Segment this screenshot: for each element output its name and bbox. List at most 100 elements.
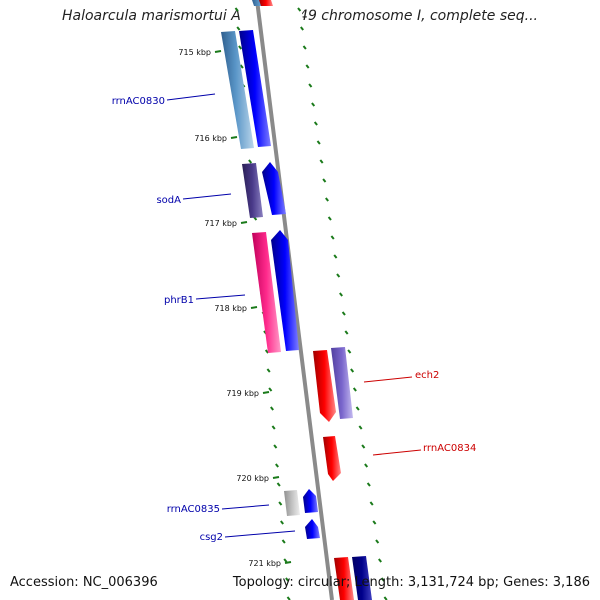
gene-phrB1-inner[interactable]: [271, 230, 299, 351]
gene-bottom-red[interactable]: [334, 557, 354, 600]
outer-ring-dot: [302, 45, 307, 50]
outer-ring-dot: [300, 26, 304, 31]
gene-label[interactable]: csg2: [200, 532, 223, 543]
gene-labels: rrnAC0830 sodA phrB1 ech2 rrnAC0834 rrnA…: [112, 96, 477, 543]
gene-rrnAC0835-outer[interactable]: [284, 490, 300, 516]
outer-ring-dot: [311, 102, 316, 107]
inner-ring-dot: [239, 64, 244, 69]
tick-label: 720 kbp: [236, 474, 269, 483]
gene-bottom-navy[interactable]: [352, 556, 372, 600]
gene-label[interactable]: rrnAC0834: [423, 443, 476, 454]
outer-ring-dot: [305, 64, 310, 69]
outer-ring-dot: [347, 349, 352, 354]
inner-ring-dot: [248, 159, 253, 164]
outer-ring-dot: [358, 425, 363, 430]
gene-label[interactable]: phrB1: [164, 295, 194, 306]
outer-ring-dot: [316, 140, 321, 145]
outer-ring-dot: [330, 235, 335, 240]
tick-group: 715 kbp 716 kbp 717 kbp 718 kbp 719 kbp 720 k…: [178, 48, 292, 568]
inner-ring-dot: [283, 558, 288, 563]
tick-mark: [250, 306, 258, 309]
leader-ech2: [363, 376, 413, 383]
outer-ring-dot: [369, 501, 374, 506]
outer-ring-dot: [327, 216, 332, 221]
inner-ring-dot: [276, 482, 281, 487]
summary-text: Topology: circular; Length: 3,131,724 bp…: [232, 575, 590, 590]
gene-phrB1-outer[interactable]: [252, 232, 281, 353]
inner-ring-dot: [234, 7, 239, 12]
leader-rrnAC0834: [372, 449, 422, 456]
outer-ring-dot: [380, 577, 385, 582]
outer-ring-dot: [350, 368, 355, 373]
outer-ring-dot: [322, 178, 327, 183]
outer-ring-dot: [372, 520, 377, 525]
tick-label: 716 kbp: [194, 134, 227, 143]
inner-ring-dot: [236, 26, 241, 31]
gene-label[interactable]: rrnAC0835: [167, 504, 220, 515]
leader-rrnAC0830: [166, 93, 216, 101]
outer-ring-dot: [325, 197, 329, 202]
leader-lines: [166, 93, 422, 538]
tick-mark: [262, 391, 270, 394]
leader-phrB1: [195, 294, 246, 300]
gene-label[interactable]: ech2: [415, 370, 439, 381]
outer-ring-dot: [375, 539, 380, 544]
gene-csg2[interactable]: [305, 519, 320, 539]
tick-mark: [230, 136, 238, 139]
tick-mark: [240, 221, 248, 224]
gene-sodA-outer[interactable]: [242, 163, 263, 218]
gene-rrnAC0834[interactable]: [323, 436, 341, 481]
gene-label[interactable]: rrnAC0830: [112, 96, 165, 107]
inner-ring-dot: [264, 349, 269, 354]
tick-label: 718 kbp: [214, 304, 247, 313]
gene-rrnAC0830-inner[interactable]: [239, 30, 271, 147]
gene-ech2-outer[interactable]: [313, 350, 336, 422]
tick-label: 721 kbp: [248, 559, 281, 568]
tick-label: 717 kbp: [204, 219, 237, 228]
inner-ring-dot: [271, 425, 276, 430]
inner-ring-dot: [270, 406, 274, 411]
outer-ring-dot: [313, 121, 318, 126]
inner-ring-dot: [281, 539, 286, 544]
gene-top-red[interactable]: [259, 0, 273, 6]
outer-ring-dot: [344, 330, 349, 335]
outer-ring-dot: [297, 7, 302, 12]
outer-ring-dot: [319, 159, 324, 164]
outer-ring-dot: [378, 558, 382, 563]
gene-features: [221, 0, 372, 600]
gene-rrnAC0835-inner[interactable]: [303, 489, 318, 513]
inner-ring-dot: [268, 387, 273, 392]
tick-label: 719 kbp: [226, 389, 259, 398]
leader-sodA: [182, 193, 232, 200]
inner-ring-dot: [273, 444, 278, 449]
gene-label[interactable]: sodA: [156, 195, 181, 206]
inner-ring-dot: [266, 368, 271, 373]
accession-text: Accession: NC_006396: [10, 575, 158, 590]
leader-csg2: [224, 530, 296, 538]
gene-rrnAC0830-outer[interactable]: [221, 31, 254, 149]
outer-ring-dot: [361, 444, 366, 449]
inner-ring-dot: [278, 501, 283, 506]
outer-ring-dot: [308, 83, 313, 88]
inner-ring-dot: [280, 520, 284, 525]
outer-ring-dot: [341, 311, 346, 316]
outer-ring-dot: [336, 273, 341, 278]
tick-label: 715 kbp: [178, 48, 211, 57]
tick-mark: [272, 476, 280, 479]
outer-ring-dot: [364, 463, 369, 468]
tick-mark: [284, 561, 292, 564]
outer-ring-dot: [355, 406, 360, 411]
backbone-line: [255, 0, 334, 600]
inner-ring-dot: [238, 45, 243, 50]
inner-ring-dot: [285, 577, 290, 582]
outer-ring-dot: [366, 482, 371, 487]
inner-ring-dot: [275, 463, 279, 468]
leader-rrnAC0835: [221, 504, 270, 510]
outer-ring-dot: [333, 254, 338, 259]
gene-sodA-inner[interactable]: [262, 162, 286, 215]
outer-ring-dot: [339, 292, 343, 297]
gene-ech2-inner[interactable]: [331, 347, 353, 419]
tick-mark: [214, 50, 222, 53]
outer-ring-dot: [352, 387, 357, 392]
